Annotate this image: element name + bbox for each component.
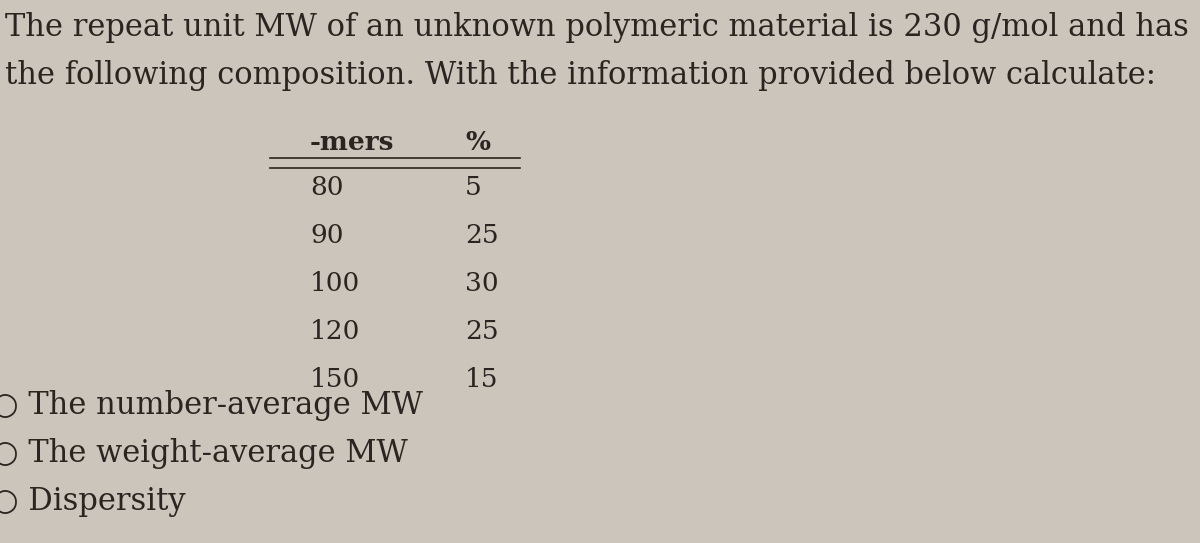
Text: 150: 150 [310, 367, 360, 392]
Text: 80: 80 [310, 175, 343, 200]
Text: 25: 25 [466, 223, 499, 248]
Text: 25: 25 [466, 319, 499, 344]
Text: The repeat unit MW of an unknown polymeric material is 230 g/mol and has: The repeat unit MW of an unknown polymer… [5, 12, 1189, 43]
Text: 90: 90 [310, 223, 343, 248]
Text: ○ Dispersity: ○ Dispersity [0, 486, 186, 517]
Text: -mers: -mers [310, 130, 395, 155]
Text: the following composition. With the information provided below calculate:: the following composition. With the info… [5, 60, 1156, 91]
Text: 120: 120 [310, 319, 360, 344]
Text: ○ The weight-average MW: ○ The weight-average MW [0, 438, 408, 469]
Text: %: % [466, 130, 490, 155]
Text: ○ The number-average MW: ○ The number-average MW [0, 390, 424, 421]
Text: 5: 5 [466, 175, 481, 200]
Text: 15: 15 [466, 367, 498, 392]
Text: 100: 100 [310, 271, 360, 296]
Text: 30: 30 [466, 271, 499, 296]
